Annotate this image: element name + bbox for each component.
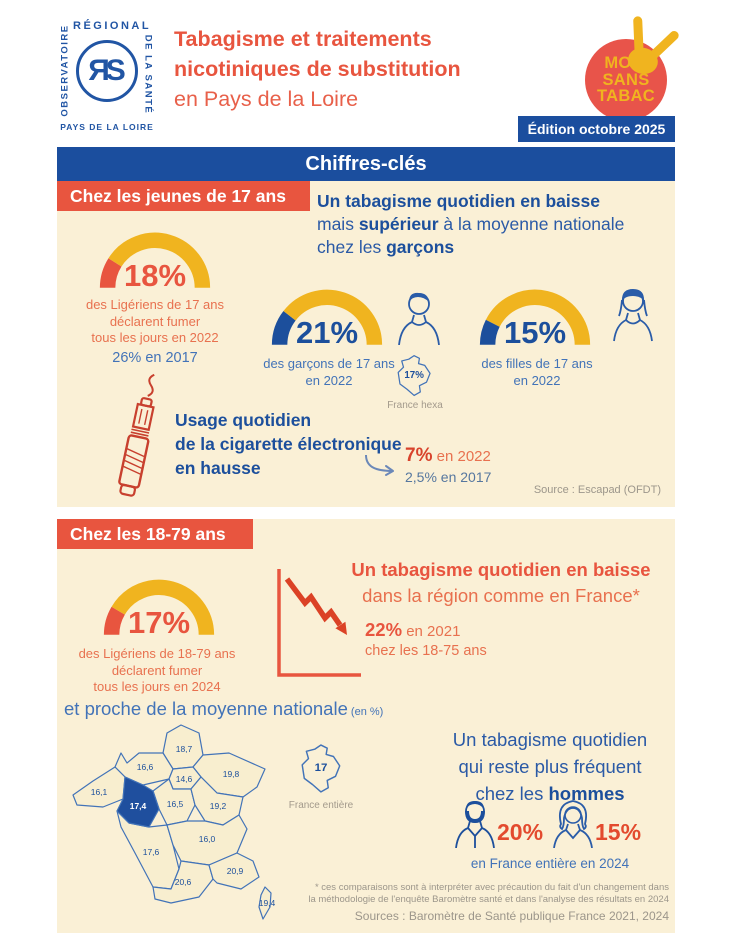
adults-trend-sub: chez les 18-75 ans — [365, 643, 487, 659]
france-hexa-map: 17% — [397, 355, 431, 397]
adults-trend-stat: 22% en 2021 — [365, 619, 461, 640]
logo-text-pays-de-la-loire: PAYS DE LA LOIRE — [60, 122, 154, 132]
title-line3: en Pays de la Loire — [174, 87, 359, 111]
map-region-provence-alpes-cote-d-azur — [208, 852, 260, 890]
svg-text:17,4: 17,4 — [130, 801, 147, 811]
svg-text:19,2: 19,2 — [210, 801, 227, 811]
svg-text:17,6: 17,6 — [143, 847, 160, 857]
logo-text-sante: DE LA SANTÉ — [142, 34, 154, 115]
svg-text:19,8: 19,8 — [223, 769, 240, 779]
boy-icon — [398, 292, 440, 345]
map-title: et proche de la moyenne nationale (en %) — [64, 698, 384, 719]
gender-headline: Un tabagisme quotidien qui reste plus fré… — [452, 729, 648, 804]
men-percentage: 20% — [497, 819, 544, 845]
gauge-ligeriens-18-79-caption: des Ligériens de 18-79 ans déclarent fum… — [78, 646, 236, 694]
map-region-auvergne-rhone-alpes — [166, 814, 248, 866]
svg-text:14,6: 14,6 — [176, 774, 193, 784]
gauge-ligeriens-18-79-value: 17% — [127, 605, 191, 640]
svg-text:16,5: 16,5 — [167, 799, 184, 809]
section-young: Chez les jeunes de 17 ans Un tabagisme q… — [57, 181, 675, 507]
gauge-girls — [479, 289, 591, 346]
sources-line: Sources : Baromètre de Santé publique Fr… — [354, 909, 669, 923]
logo-text-regional: RÉGIONAL — [73, 20, 152, 32]
section-young-banner: Chez les jeunes de 17 ans — [57, 181, 310, 211]
map-region-corse — [258, 886, 272, 920]
girl-icon — [613, 289, 653, 342]
gauge-ligeriens-17-value: 18% — [123, 258, 187, 293]
france-regions-map: 18,7 16,6 14,6 19,8 16,1 17,4 16,5 19,2 … — [72, 724, 276, 920]
source-escapad: Source : Escapad (OFDT) — [533, 484, 661, 496]
svg-text:18,7: 18,7 — [176, 744, 193, 754]
gauge-boys-value: 21% — [295, 315, 359, 350]
gauge-ligeriens-17-caption: des Ligériens de 17 ans déclarent fumer … — [85, 297, 225, 345]
page-title: Tabagisme et traitements nicotiniques de… — [174, 24, 461, 114]
adults-headline: Un tabagisme quotidien en baisse dans la … — [351, 559, 651, 606]
declining-trend-icon — [277, 569, 361, 677]
svg-text:16,1: 16,1 — [91, 787, 108, 797]
logo-text-observatoire: OBSERVATOIRE — [59, 24, 71, 117]
svg-text:17%: 17% — [404, 370, 424, 381]
ors-logo: RÉGIONAL OBSERVATOIRE DE LA SANTÉ ЯS PAY… — [57, 13, 157, 135]
gauge-boys — [271, 289, 383, 346]
title-line1: Tabagisme et traitements — [174, 27, 432, 51]
curved-arrow-icon — [365, 454, 394, 476]
gender-caption: en France entière en 2024 — [470, 856, 630, 871]
gauge-ligeriens-18-79 — [103, 579, 215, 636]
gauge-ligeriens-17 — [99, 232, 211, 289]
svg-text:16,0: 16,0 — [199, 834, 216, 844]
man-icon — [455, 801, 495, 848]
france-hexa-label: France hexa — [387, 400, 443, 411]
footnote: * ces comparaisons sont à interpréter av… — [207, 882, 669, 923]
gauge-girls-caption: des filles de 17 ans en 2022 — [481, 356, 593, 388]
logo-monogram-circle: ЯS — [76, 40, 138, 102]
ecig-stat-previous: 2,5% en 2017 — [405, 469, 492, 485]
france-entiere-label: France entière — [288, 800, 354, 811]
women-percentage: 15% — [595, 819, 642, 845]
edition-banner: Édition octobre 2025 — [518, 116, 675, 142]
e-cigarette-icon — [118, 373, 155, 497]
map-region-pays-de-la-loire — [116, 776, 160, 828]
section-adults-banner: Chez les 18-79 ans — [57, 519, 253, 549]
gauge-ligeriens-17-previous: 26% en 2017 — [112, 350, 198, 366]
svg-text:19,4: 19,4 — [259, 898, 276, 908]
main-banner-chiffres-cles: Chiffres-clés — [57, 147, 675, 181]
svg-text:17: 17 — [315, 762, 328, 774]
gauge-boys-caption: des garçons de 17 ans en 2022 — [263, 356, 395, 388]
gauge-girls-value: 15% — [503, 315, 567, 350]
young-headline: Un tabagisme quotidien en baisse mais sup… — [317, 191, 625, 257]
svg-text:20,6: 20,6 — [175, 877, 192, 887]
svg-text:20,9: 20,9 — [227, 866, 244, 876]
ecig-stat: 7% en 2022 — [405, 445, 491, 466]
victory-hand-icon — [628, 16, 679, 75]
woman-icon — [553, 800, 593, 848]
section-adults: Chez les 18-79 ans 17% des Ligériens de … — [57, 519, 675, 933]
ecig-headline: Usage quotidien de la cigarette électron… — [175, 410, 402, 478]
title-line2: nicotiniques de substitution — [174, 57, 461, 81]
svg-text:16,6: 16,6 — [137, 762, 154, 772]
france-entiere-map: 17 — [301, 744, 341, 793]
